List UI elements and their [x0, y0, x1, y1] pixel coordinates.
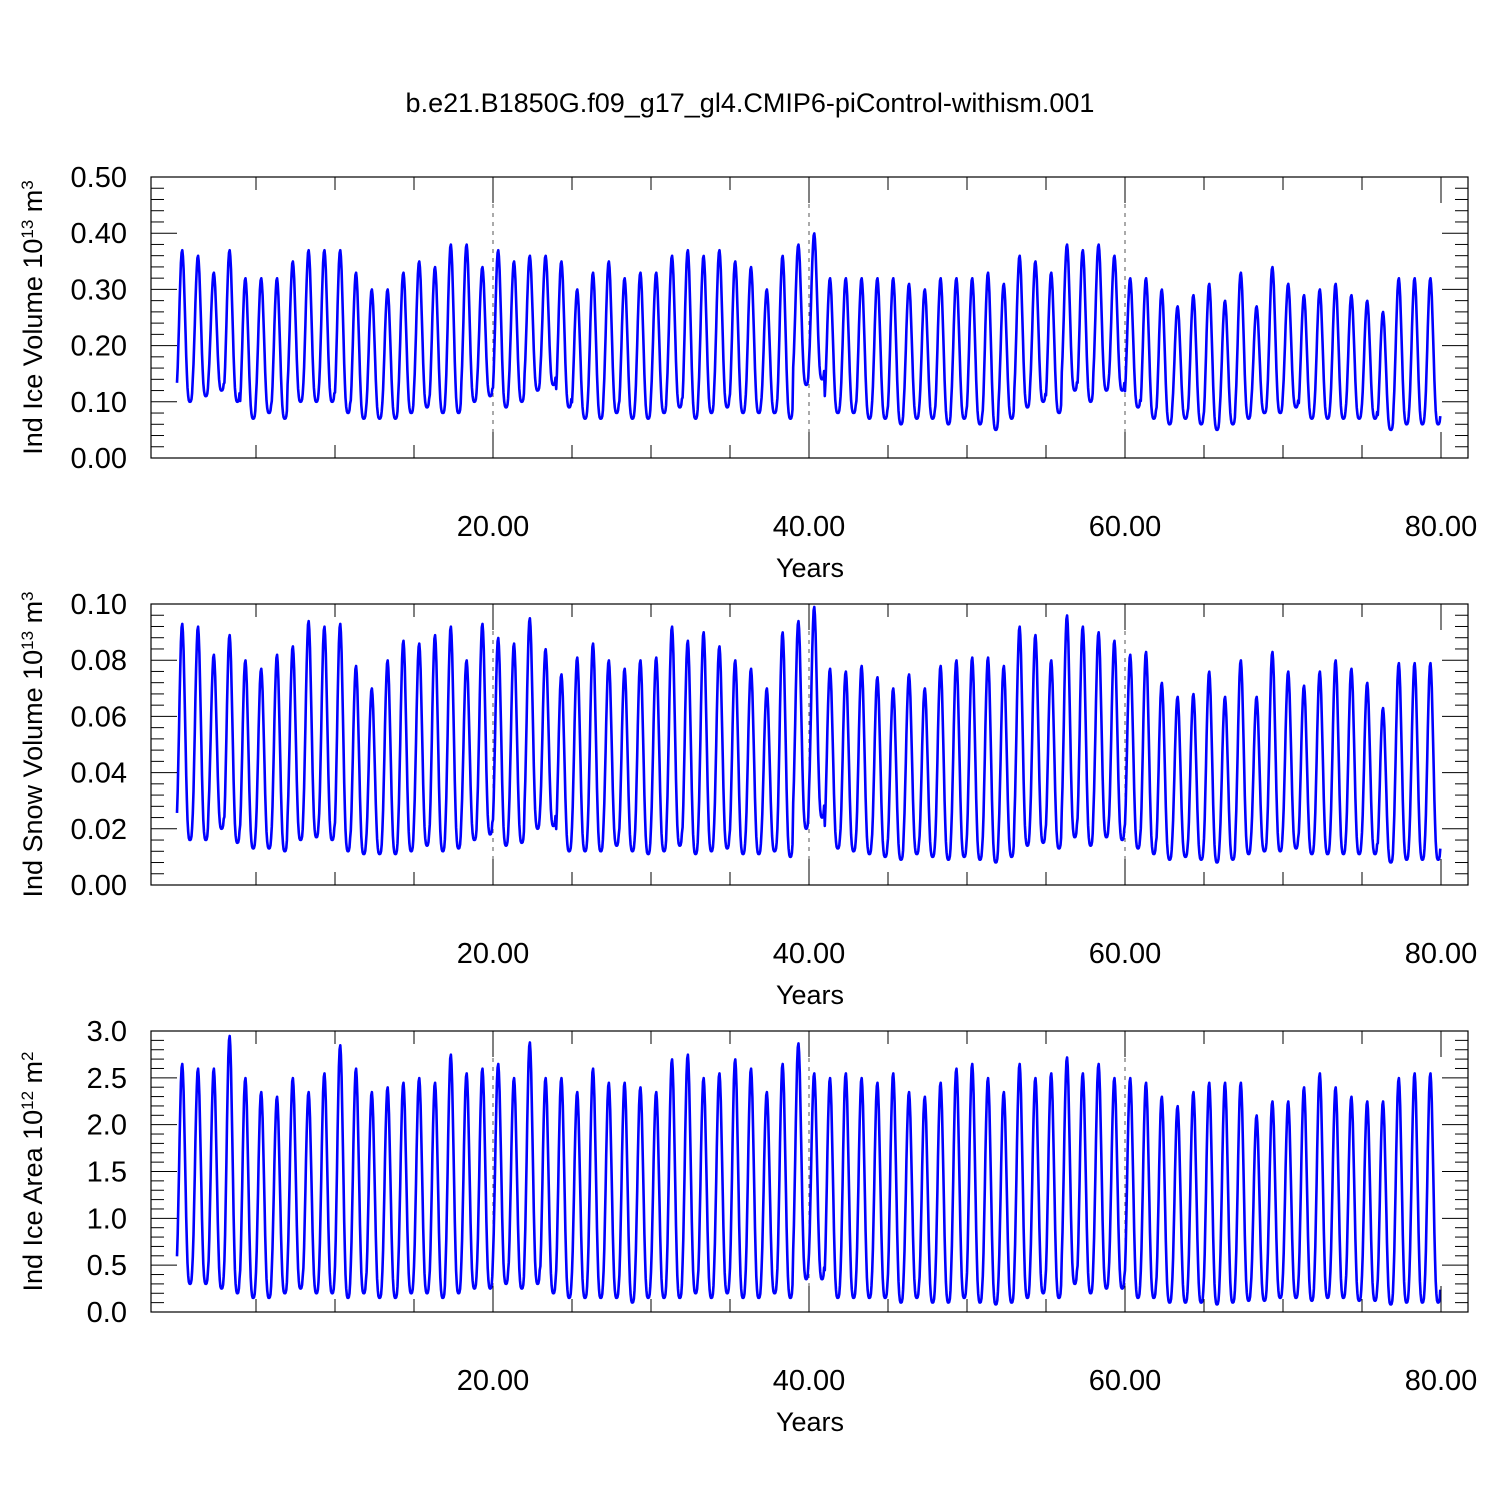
y-tick-label: 0.30 — [71, 274, 127, 306]
x-tick-label: 60.00 — [1089, 511, 1162, 543]
x-tick-label: 20.00 — [457, 1365, 530, 1397]
panel-ice-area: 0.0 0.5 1.0 1.5 2.0 2.5 3.0 20.00 40.00 60.00 80.0… — [18, 1016, 1478, 1437]
x-tick-label: 20.00 — [457, 511, 530, 543]
y-axis-label-exponent: 13 — [18, 220, 37, 239]
x-tick-label: 80.00 — [1405, 938, 1478, 970]
y-tick-label: 0.5 — [87, 1250, 127, 1282]
data-series-line — [175, 605, 1442, 864]
data-series-line — [175, 1034, 1442, 1306]
x-tick-label: 40.00 — [773, 1365, 846, 1397]
y-axis-label-main: Ind Ice Volume 10 — [18, 239, 48, 455]
y-tick-label: 2.5 — [87, 1063, 127, 1095]
x-axis-label: Years — [776, 1407, 844, 1437]
y-axis-label-main: Ind Snow Volume 10 — [18, 650, 48, 898]
y-tick-label: 0.00 — [71, 443, 127, 475]
y-tick-label: 0.50 — [71, 162, 127, 194]
x-tick-label: 40.00 — [773, 938, 846, 970]
y-axis-label-unit-exponent: 3 — [18, 180, 37, 189]
panel-snow-volume: 0.00 0.02 0.04 0.06 0.08 0.10 20.00 40.00 60.00 8… — [18, 589, 1478, 1010]
x-tick-label: 60.00 — [1089, 1365, 1162, 1397]
x-tick-label: 40.00 — [773, 511, 846, 543]
y-tick-label: 1.0 — [87, 1203, 127, 1235]
y-axis-label-exponent: 13 — [18, 631, 37, 650]
y-tick-label: 0.00 — [71, 870, 127, 902]
y-tick-label: 0.10 — [71, 387, 127, 419]
y-axis-label-unit-exponent: 2 — [18, 1051, 37, 1060]
x-tick-label: 80.00 — [1405, 1365, 1478, 1397]
y-tick-label: 0.08 — [71, 645, 127, 677]
y-axis-label-unit: m — [18, 1061, 48, 1091]
y-tick-label: 0.02 — [71, 814, 127, 846]
y-tick-label: 0.0 — [87, 1297, 127, 1329]
y-tick-label: 0.10 — [71, 589, 127, 621]
y-tick-label: 0.20 — [71, 331, 127, 363]
panel-ice-volume: 0.00 0.10 0.20 0.30 0.40 0.50 20.00 40.00 60.00 8… — [18, 162, 1478, 583]
y-axis-label-unit-exponent: 3 — [18, 591, 37, 600]
y-tick-label: 0.40 — [71, 218, 127, 250]
y-tick-label: 0.04 — [71, 758, 127, 790]
y-axis-label-unit: m — [18, 601, 48, 631]
x-axis-label: Years — [776, 980, 844, 1010]
y-tick-label: 3.0 — [87, 1016, 127, 1048]
y-tick-label: 2.0 — [87, 1110, 127, 1142]
y-axis-label-main: Ind Ice Area 10 — [18, 1110, 48, 1292]
y-axis-label-exponent: 12 — [18, 1091, 37, 1110]
y-axis-label: Ind Snow Volume 1013 m3 — [18, 591, 49, 897]
x-tick-label: 80.00 — [1405, 511, 1478, 543]
y-axis-label-unit: m — [18, 190, 48, 220]
x-axis-label: Years — [776, 553, 844, 583]
y-tick-label: 1.5 — [87, 1157, 127, 1189]
x-tick-label: 20.00 — [457, 938, 530, 970]
data-series-line — [175, 232, 1442, 432]
figure-title: b.e21.B1850G.f09_g17_gl4.CMIP6-piControl… — [406, 88, 1095, 118]
y-axis-label: Ind Ice Volume 1013 m3 — [18, 180, 49, 455]
x-tick-label: 60.00 — [1089, 938, 1162, 970]
y-tick-label: 0.06 — [71, 701, 127, 733]
y-axis-label: Ind Ice Area 1012 m2 — [18, 1051, 49, 1291]
